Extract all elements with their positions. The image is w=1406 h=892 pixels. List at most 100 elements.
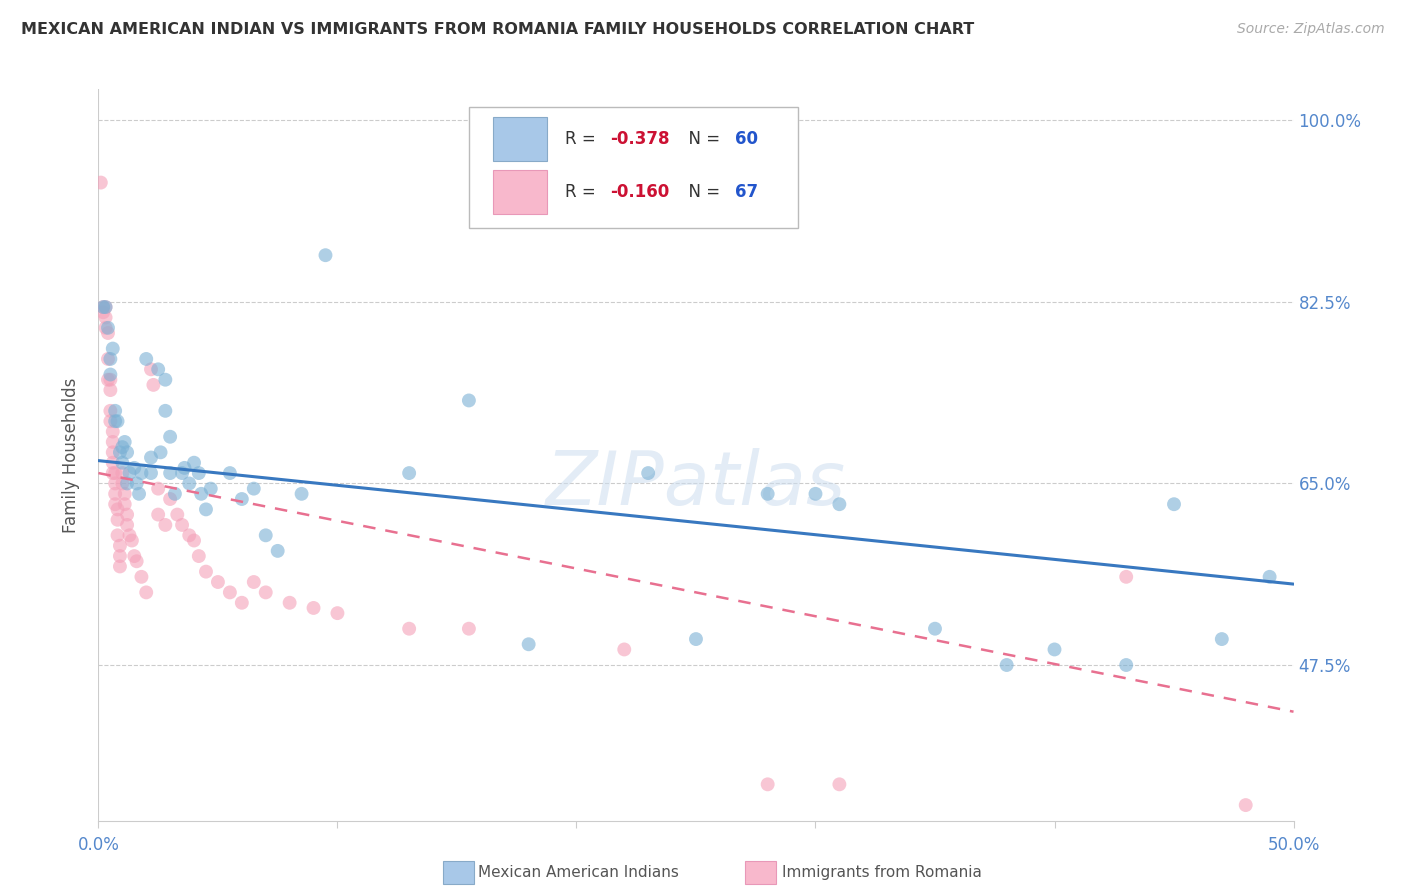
Point (187, 466, 209, 480)
Point (131, 570, 153, 584)
Point (101, 425, 124, 439)
Point (98, 404, 122, 418)
Text: ZIPatlas: ZIPatlas (546, 448, 846, 520)
Point (104, 487, 127, 501)
Point (243, 482, 266, 496)
Point (187, 549, 209, 563)
Text: Source: ZipAtlas.com: Source: ZipAtlas.com (1237, 22, 1385, 37)
Point (107, 414, 129, 428)
Point (94, 310, 117, 325)
Point (804, 487, 827, 501)
Text: R =: R = (565, 183, 600, 201)
Point (613, 642, 636, 657)
Point (115, 518, 138, 533)
Point (183, 533, 205, 548)
Point (114, 434, 136, 449)
Point (149, 445, 172, 459)
Point (98, 383, 122, 397)
Point (243, 574, 266, 589)
Point (98, 368, 122, 382)
Point (131, 466, 153, 480)
Point (98, 414, 122, 428)
Point (118, 528, 141, 542)
Point (115, 508, 138, 522)
Point (179, 476, 201, 491)
Point (97, 321, 120, 335)
Text: Immigrants from Romania: Immigrants from Romania (782, 865, 981, 880)
Point (97, 326, 120, 340)
Point (107, 502, 129, 516)
Y-axis label: Family Households: Family Households (62, 377, 80, 533)
Point (219, 585, 242, 599)
Text: Mexican American Indians: Mexican American Indians (478, 865, 679, 880)
Point (104, 414, 127, 428)
Point (104, 404, 127, 418)
Point (94, 321, 117, 335)
Point (828, 777, 851, 791)
Point (98, 351, 122, 366)
Point (142, 377, 165, 392)
Point (148, 508, 170, 522)
Point (315, 248, 337, 262)
Point (458, 622, 481, 636)
Point (207, 574, 229, 589)
FancyBboxPatch shape (494, 169, 547, 213)
Point (98, 373, 122, 387)
Point (1211, 632, 1233, 646)
Point (1043, 642, 1066, 657)
Point (637, 466, 659, 480)
Point (291, 487, 314, 501)
Text: MEXICAN AMERICAN INDIAN VS IMMIGRANTS FROM ROMANIA FAMILY HOUSEHOLDS CORRELATION: MEXICAN AMERICAN INDIAN VS IMMIGRANTS FR… (21, 22, 974, 37)
Point (135, 351, 157, 366)
Point (91, 300, 114, 314)
Point (97, 373, 120, 387)
Point (172, 518, 194, 533)
Point (121, 533, 143, 548)
Point (278, 596, 301, 610)
Point (183, 456, 205, 470)
Point (267, 544, 290, 558)
Point (91, 300, 114, 314)
Point (1115, 570, 1137, 584)
Point (124, 549, 146, 563)
Point (995, 658, 1018, 673)
Point (159, 466, 181, 480)
Point (159, 430, 181, 444)
Point (101, 434, 124, 449)
Point (756, 487, 779, 501)
Point (155, 518, 177, 533)
FancyBboxPatch shape (494, 117, 547, 161)
Point (108, 445, 131, 459)
Point (398, 466, 420, 480)
Text: 60: 60 (735, 130, 758, 148)
Point (231, 491, 253, 506)
Text: R =: R = (565, 130, 600, 148)
Point (111, 456, 134, 470)
Text: 67: 67 (735, 183, 758, 201)
Point (155, 373, 177, 387)
Point (135, 585, 157, 599)
Point (166, 508, 188, 522)
Text: -0.160: -0.160 (610, 183, 669, 201)
Point (179, 528, 201, 542)
Point (924, 622, 946, 636)
Point (94, 300, 117, 314)
Point (101, 456, 124, 470)
Text: N =: N = (678, 183, 725, 201)
Point (108, 539, 131, 553)
Point (114, 497, 136, 511)
Point (398, 622, 420, 636)
Point (517, 637, 540, 651)
Point (115, 476, 138, 491)
Point (195, 565, 218, 579)
Point (101, 466, 124, 480)
Point (173, 461, 195, 475)
Point (107, 513, 129, 527)
FancyBboxPatch shape (470, 108, 797, 228)
Point (111, 440, 134, 454)
Point (756, 777, 779, 791)
Point (91, 305, 114, 319)
Point (159, 491, 181, 506)
Point (118, 466, 141, 480)
Point (111, 476, 134, 491)
